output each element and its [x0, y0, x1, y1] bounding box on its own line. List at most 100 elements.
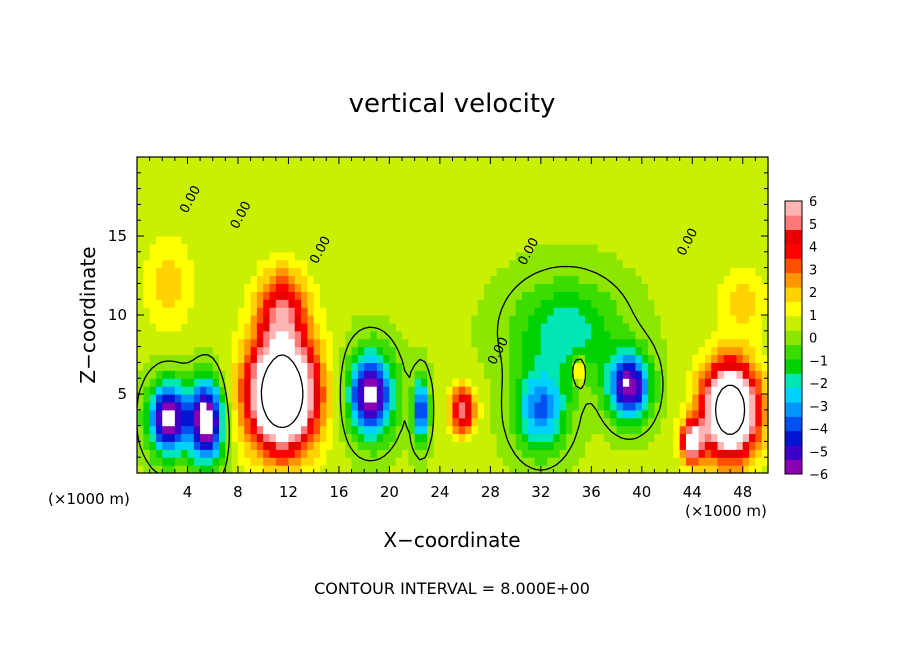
- heatmap-cell: [610, 322, 618, 332]
- heatmap-cell: [168, 172, 176, 182]
- heatmap-cell: [761, 164, 769, 174]
- heatmap-cell: [237, 449, 245, 458]
- heatmap-cell: [162, 370, 170, 379]
- heatmap-cell: [414, 315, 422, 324]
- heatmap-cell: [206, 346, 214, 356]
- heatmap-cell: [250, 251, 258, 261]
- heatmap-cell: [660, 157, 668, 166]
- heatmap-cell: [206, 354, 214, 363]
- heatmap-cell: [616, 283, 624, 292]
- heatmap-cell: [332, 378, 340, 387]
- heatmap-cell: [237, 370, 245, 379]
- heatmap-cell: [389, 378, 397, 387]
- heatmap-cell: [174, 378, 182, 387]
- heatmap-cell: [256, 204, 264, 213]
- heatmap-cell: [181, 307, 189, 316]
- heatmap-cell: [635, 220, 643, 229]
- heatmap-cell: [603, 457, 611, 466]
- heatmap-cell: [319, 322, 327, 332]
- heatmap-cell: [408, 315, 416, 324]
- heatmap-cell: [509, 283, 517, 292]
- heatmap-cell: [326, 172, 334, 182]
- heatmap-cell: [395, 315, 403, 324]
- heatmap-cell: [755, 204, 763, 213]
- heatmap-cell: [389, 417, 397, 427]
- heatmap-cell: [540, 196, 548, 205]
- heatmap-cell: [610, 354, 618, 363]
- heatmap-cell: [174, 417, 182, 427]
- heatmap-cell: [603, 370, 611, 379]
- heatmap-cell: [654, 275, 662, 284]
- heatmap-cell: [174, 228, 182, 237]
- heatmap-cell: [275, 330, 283, 340]
- heatmap-cell: [244, 394, 252, 403]
- heatmap-cell: [610, 204, 618, 213]
- heatmap-cell: [521, 378, 529, 387]
- heatmap-cell: [711, 307, 719, 316]
- heatmap-cell: [591, 196, 599, 205]
- heatmap-cell: [250, 243, 258, 253]
- heatmap-cell: [502, 228, 510, 237]
- heatmap-cell: [193, 236, 201, 245]
- heatmap-cell: [250, 307, 258, 316]
- heatmap-cell: [326, 164, 334, 174]
- heatmap-cell: [667, 188, 674, 198]
- heatmap-cell: [181, 251, 189, 261]
- heatmap-cell: [338, 425, 346, 435]
- heatmap-cell: [736, 243, 744, 253]
- heatmap-cell: [458, 354, 466, 363]
- heatmap-cell: [603, 267, 611, 277]
- heatmap-cell: [275, 307, 283, 316]
- heatmap-cell: [534, 307, 542, 316]
- heatmap-cell: [521, 346, 529, 356]
- heatmap-cell: [168, 157, 176, 166]
- heatmap-cell: [408, 236, 416, 245]
- heatmap-cell: [629, 425, 637, 435]
- heatmap-cell: [711, 441, 719, 450]
- heatmap-cell: [206, 275, 214, 284]
- heatmap-cell: [137, 409, 144, 419]
- heatmap-cell: [376, 315, 384, 324]
- colorbar-swatch: [785, 258, 802, 274]
- heatmap-cell: [301, 441, 308, 450]
- heatmap-cell: [174, 291, 182, 300]
- heatmap-cell: [420, 322, 428, 332]
- heatmap-cell: [294, 172, 302, 182]
- heatmap-cell: [629, 251, 637, 261]
- heatmap-cell: [187, 275, 195, 284]
- heatmap-cell: [364, 188, 372, 198]
- heatmap-cell: [667, 417, 674, 427]
- heatmap-cell: [389, 338, 397, 348]
- heatmap-cell: [673, 157, 681, 166]
- heatmap-cell: [736, 204, 744, 213]
- heatmap-cell: [149, 401, 157, 411]
- heatmap-cell: [755, 236, 763, 245]
- heatmap-cell: [149, 251, 157, 261]
- heatmap-cell: [723, 204, 731, 213]
- heatmap-cell: [319, 401, 327, 411]
- heatmap-cell: [749, 307, 756, 316]
- heatmap-cell: [338, 401, 346, 411]
- heatmap-cell: [338, 157, 346, 166]
- heatmap-cell: [244, 236, 252, 245]
- heatmap-cell: [528, 330, 536, 340]
- heatmap-cell: [402, 204, 409, 213]
- heatmap-cell: [370, 401, 378, 411]
- heatmap-cell: [427, 204, 435, 213]
- heatmap-cell: [364, 433, 372, 442]
- heatmap-cell: [225, 354, 233, 363]
- heatmap-cell: [193, 196, 201, 205]
- heatmap-cell: [610, 157, 618, 166]
- heatmap-cell: [477, 243, 485, 253]
- heatmap-cell: [263, 449, 271, 458]
- heatmap-cell: [711, 409, 719, 419]
- heatmap-cell: [420, 307, 428, 316]
- heatmap-cell: [225, 259, 233, 269]
- heatmap-cell: [313, 180, 321, 190]
- heatmap-cell: [427, 378, 435, 387]
- heatmap-cell: [408, 330, 416, 340]
- heatmap-cell: [572, 322, 580, 332]
- colorbar-tick-label: −6: [809, 468, 828, 483]
- heatmap-cell: [414, 378, 422, 387]
- heatmap-cell: [338, 386, 346, 395]
